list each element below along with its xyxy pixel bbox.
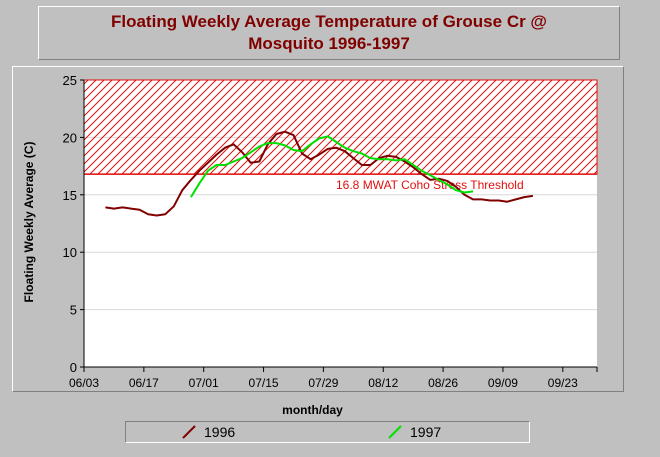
plot-frame (12, 66, 624, 392)
threshold-label: 16.8 MWAT Coho Stress Threshold (336, 178, 524, 192)
chart-title-box: Floating Weekly Average Temperature of G… (38, 6, 620, 60)
y-tick-label-0: 0 (70, 360, 77, 375)
series-line-1997 (190, 135, 474, 198)
legend-swatch-1997 (388, 425, 402, 439)
y-tick-label-25: 25 (63, 73, 77, 88)
y-tick-label-15: 15 (63, 188, 77, 203)
y-tick-label-5: 5 (70, 303, 77, 318)
y-tick-label-10: 10 (63, 245, 77, 260)
legend-swatch-1996 (182, 425, 196, 439)
x-axis-label: month/day (282, 403, 343, 417)
x-tick-label-1: 06/17 (129, 376, 159, 390)
x-tick-label-2: 07/01 (189, 376, 219, 390)
x-tick-label-7: 09/09 (488, 376, 518, 390)
legend-label-1996: 1996 (204, 424, 236, 440)
y-tick-label-20: 20 (63, 130, 77, 145)
x-tick-label-6: 08/26 (428, 376, 458, 390)
x-tick-label-8: 09/23 (548, 376, 578, 390)
legend-item-1996: 1996 (182, 424, 235, 440)
x-tick-label-5: 08/12 (368, 376, 398, 390)
y-axis-label: Floating Weekly Average (C) (22, 141, 36, 303)
chart-title: Floating Weekly Average Temperature of G… (110, 12, 548, 53)
x-tick-label-4: 07/29 (308, 376, 338, 390)
x-tick-label-0: 06/03 (69, 376, 99, 390)
x-tick-label-3: 07/15 (249, 376, 279, 390)
legend-label-1997: 1997 (410, 424, 442, 440)
legend-item-1997: 1997 (388, 424, 441, 440)
threshold-band (83, 79, 598, 175)
legend: 1996 1997 (125, 421, 530, 443)
